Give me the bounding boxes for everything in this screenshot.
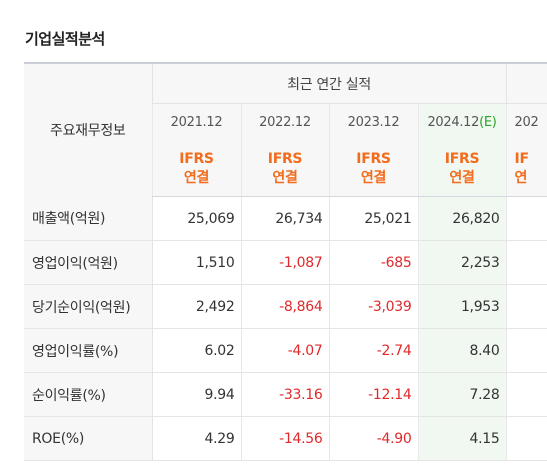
table-cell (505, 416, 547, 461)
row-label: 영업이익률(%) (24, 328, 153, 373)
table-cell: 26,820 (417, 196, 507, 241)
basis-standard: IFRS (179, 150, 214, 167)
basis-scope: 연 (514, 169, 528, 186)
table-cell (505, 328, 547, 373)
table-cell: -1,087 (240, 240, 329, 285)
basis-standard: IFRS (444, 150, 480, 167)
table-cell: -8,864 (240, 284, 329, 329)
basis-standard: IF (514, 150, 529, 167)
group-header-next (505, 64, 547, 104)
table-cell: 9.94 (152, 372, 241, 417)
table-cell: 25,021 (328, 196, 418, 241)
row-label: 매출액(억원) (24, 196, 153, 241)
table-row: 매출액(억원) 25,069 26,734 25,021 26,820 (24, 196, 547, 241)
row-header-label: 주요재무정보 (24, 64, 152, 197)
table-cell: 25,069 (152, 196, 241, 241)
basis-header: IF 연 (505, 141, 547, 197)
row-label: ROE(%) (24, 416, 153, 461)
period-header: 2021.12 (151, 103, 241, 141)
basis-header-estimate: IFRS 연결 (417, 141, 507, 197)
basis-standard: IFRS (356, 150, 391, 167)
basis-standard: IFRS (267, 150, 303, 167)
basis-header: IFRS 연결 (328, 141, 418, 197)
table-cell: -685 (328, 240, 418, 285)
table-cell: 4.29 (152, 416, 241, 461)
table-cell: 6.02 (152, 328, 241, 373)
estimate-mark: (E) (479, 115, 497, 130)
table-cell (505, 284, 547, 329)
basis-scope: 연결 (272, 169, 298, 186)
table-cell (505, 240, 547, 285)
financial-summary-table: 주요재무정보 최근 연간 실적 2021.12 2022.12 2023.12 … (24, 64, 547, 461)
period-header: 2023.12 (328, 103, 418, 141)
financial-table-container: 주요재무정보 최근 연간 실적 2021.12 2022.12 2023.12 … (24, 62, 547, 471)
table-cell: 7.28 (417, 372, 507, 417)
table-cell: 2,253 (417, 240, 507, 285)
table-cell: 8.40 (417, 328, 507, 373)
table-cell: 4.15 (417, 416, 507, 461)
table-cell: -3,039 (328, 284, 418, 329)
table-cell: -4.90 (328, 416, 418, 461)
table-cell: -4.07 (240, 328, 329, 373)
period-label: 2024.12 (427, 115, 480, 130)
table-row: 순이익률(%) 9.94 -33.16 -12.14 7.28 (24, 372, 547, 417)
row-label: 영업이익(억원) (24, 240, 153, 285)
row-label: 순이익률(%) (24, 372, 153, 417)
table-row: 영업이익률(%) 6.02 -4.07 -2.74 8.40 (24, 328, 547, 373)
table-cell: 1,953 (417, 284, 507, 329)
table-cell: 26,734 (240, 196, 329, 241)
table-cell: -2.74 (328, 328, 418, 373)
table-cell: -14.56 (240, 416, 329, 461)
period-header: 202 (505, 103, 547, 141)
basis-scope: 연결 (449, 169, 475, 186)
table-cell (505, 196, 547, 241)
row-label: 당기순이익(억원) (24, 284, 153, 329)
period-header-estimate: 2024.12(E) (417, 103, 507, 141)
table-cell: -12.14 (328, 372, 418, 417)
basis-scope: 연결 (360, 169, 387, 186)
table-cell: 1,510 (152, 240, 241, 285)
basis-scope: 연결 (183, 169, 210, 186)
table-row: 당기순이익(억원) 2,492 -8,864 -3,039 1,953 (24, 284, 547, 329)
basis-header: IFRS 연결 (151, 141, 241, 197)
table-cell: 2,492 (152, 284, 241, 329)
basis-header: IFRS 연결 (240, 141, 329, 197)
group-header: 최근 연간 실적 (151, 64, 507, 104)
section-title: 기업실적분석 (25, 30, 105, 48)
table-row: ROE(%) 4.29 -14.56 -4.90 4.15 (24, 416, 547, 461)
table-cell (505, 372, 547, 417)
table-cell: -33.16 (240, 372, 329, 417)
period-header: 2022.12 (240, 103, 329, 141)
table-row: 영업이익(억원) 1,510 -1,087 -685 2,253 (24, 240, 547, 285)
